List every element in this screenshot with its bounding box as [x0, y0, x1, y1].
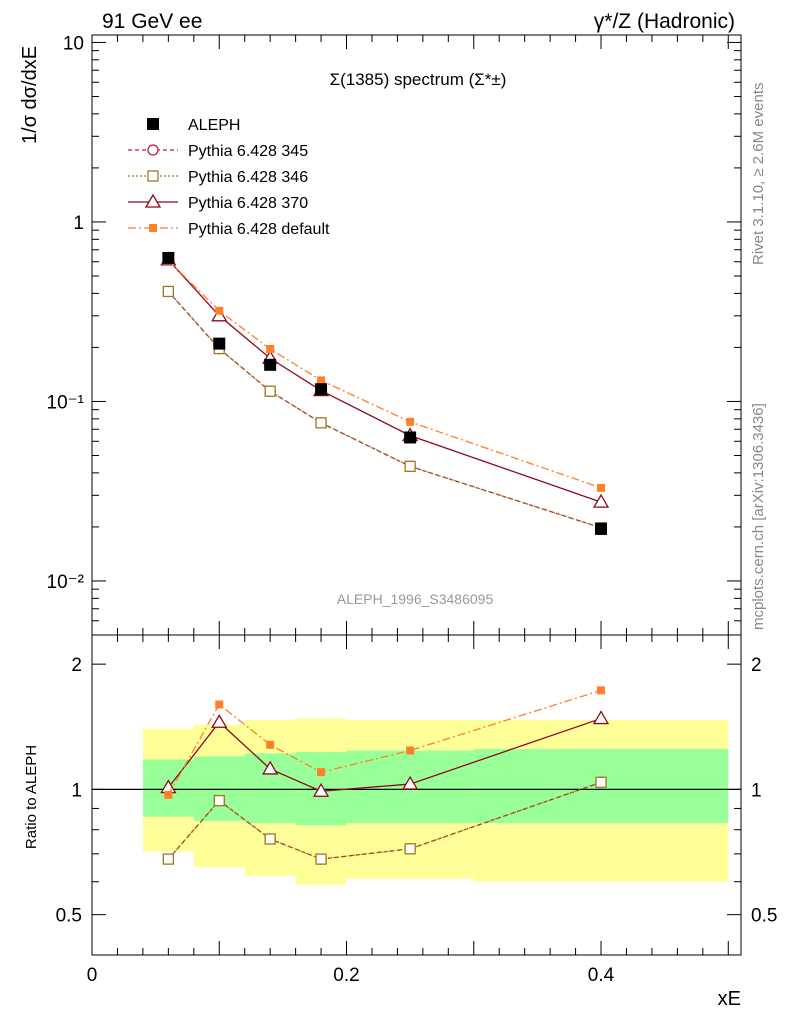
pythia-6-428-346-point [315, 417, 327, 429]
pythia-6-428-default-point [215, 306, 224, 315]
pythia-6-428-370-point [592, 493, 610, 508]
pythia-6-428-346-point [404, 460, 416, 472]
aleph-data-point [595, 522, 608, 535]
y-tick-label: 10⁻¹ [47, 392, 85, 413]
y-tick-label: 2 [71, 655, 82, 676]
ratio-pythia-6-428-370-point [211, 713, 228, 728]
ratio-series [160, 686, 610, 865]
pythia-6-428-default-point [406, 417, 415, 426]
ratio-pythia-6-428-default-point [215, 700, 224, 709]
x-tick-label: 0 [87, 965, 98, 986]
pythia-6-428-default-point [317, 376, 326, 385]
pythia-6-428-346-point [264, 385, 276, 397]
aleph-data-point [404, 431, 417, 444]
ratio-pythia-6-428-default-point [317, 768, 326, 777]
aleph-data-point [162, 251, 175, 264]
y-tick-label: 1 [73, 213, 84, 234]
aleph-data-point [315, 383, 328, 396]
pythia-6-428-346-point [162, 285, 175, 298]
rivet-label: Rivet 3.1.10, ≥ 2.6M events [750, 83, 767, 266]
ratio-panel: Ratio to ALEPH 0.5 0.5 1 1 2 2 0 0.2 0.4 xE [23, 634, 777, 1010]
main-title: Σ(1385) spectrum (Σ*±) [330, 70, 507, 89]
y-tick-label: 10⁻² [47, 572, 85, 593]
ratio-pythia-6-428-default-point [266, 740, 275, 749]
y-tick-label: 0.5 [56, 906, 82, 927]
legend-label: Pythia 6.428 370 [188, 195, 308, 212]
uncertainty-bands [142, 718, 729, 885]
pythia-6-428-default-line [167, 260, 602, 489]
ratio-pythia-6-428-370-point [402, 775, 419, 790]
legend-label: Pythia 6.428 345 [188, 143, 308, 160]
legend-label: ALEPH [188, 117, 240, 134]
ratio-pythia-6-428-default-line [167, 689, 602, 796]
legend-marker [147, 118, 159, 130]
ratio-pythia-6-428-370-line [167, 717, 602, 792]
pythia-6-428-default-point [597, 483, 606, 492]
y-tick-label-right: 1 [751, 780, 762, 801]
pythia-6-428-370-point [211, 307, 228, 322]
y-tick-label-right: 0.5 [751, 906, 777, 927]
ratio-pythia-6-428-370-point [262, 760, 279, 775]
main-series [160, 251, 610, 535]
main-ylabel: 1/σ dσ/dxE [19, 46, 41, 144]
ratio-pythia-6-428-346-point [315, 853, 327, 865]
aleph-data-point [213, 337, 226, 350]
uncertainty-band-inner [193, 756, 245, 821]
legend-label: Pythia 6.428 346 [188, 169, 308, 186]
ratio-pythia-6-428-346-point [213, 794, 225, 807]
y-tick-label: 1 [71, 780, 82, 801]
mcplots-label: mcplots.cern.ch [arXiv:1306.3436] [750, 403, 767, 630]
ratio-pythia-6-428-346-point [404, 843, 416, 855]
legend-marker [144, 193, 162, 208]
watermark: ALEPH_1996_S3486095 [337, 591, 494, 607]
ratio-pythia-6-428-370-point [592, 710, 610, 725]
ratio-pythia-6-428-346-point [595, 776, 607, 788]
legend-marker [147, 144, 159, 156]
ratio-pythia-6-428-346-point [264, 833, 276, 845]
ratio-frame [91, 634, 742, 956]
ratio-pythia-6-428-default-point [406, 746, 415, 755]
main-panel: Σ(1385) spectrum (Σ*±) 1/σ dσ/dxE ALEPH_… [19, 33, 742, 636]
header-right: γ*/Z (Hadronic) [594, 10, 735, 33]
pythia-6-428-default-point [266, 344, 275, 353]
legend-marker [149, 224, 157, 232]
pythia-6-428-345-line [167, 291, 602, 529]
legend: ALEPH Pythia 6.428 345 Pythia 6.428 346 Pyt… [128, 117, 330, 238]
ratio-pythia-6-428-346-line [167, 781, 602, 860]
x-tick-label: 0.2 [333, 965, 359, 986]
x-axis-label: xE [718, 988, 741, 1010]
x-tick-label: 0.4 [588, 965, 615, 986]
ratio-pythia-6-428-default-point [164, 790, 173, 799]
ratio-pythia-6-428-370-point [312, 782, 330, 797]
pythia-6-428-370-line [167, 259, 602, 503]
ratio-pythia-6-428-346-point [162, 853, 175, 865]
legend-marker [147, 170, 159, 182]
aleph-data-point [264, 358, 277, 371]
y-tick-label-right: 2 [751, 655, 762, 676]
ratio-pythia-6-428-default-point [597, 686, 606, 695]
main-ticks: 10 1 10⁻¹ 10⁻² [47, 33, 741, 636]
ratio-ylabel: Ratio to ALEPH [23, 745, 40, 849]
header-left: 91 GeV ee [102, 10, 202, 33]
legend-label: Pythia 6.428 default [188, 221, 330, 238]
y-tick-label: 10 [63, 33, 84, 54]
pythia-6-428-346-line [167, 291, 602, 529]
